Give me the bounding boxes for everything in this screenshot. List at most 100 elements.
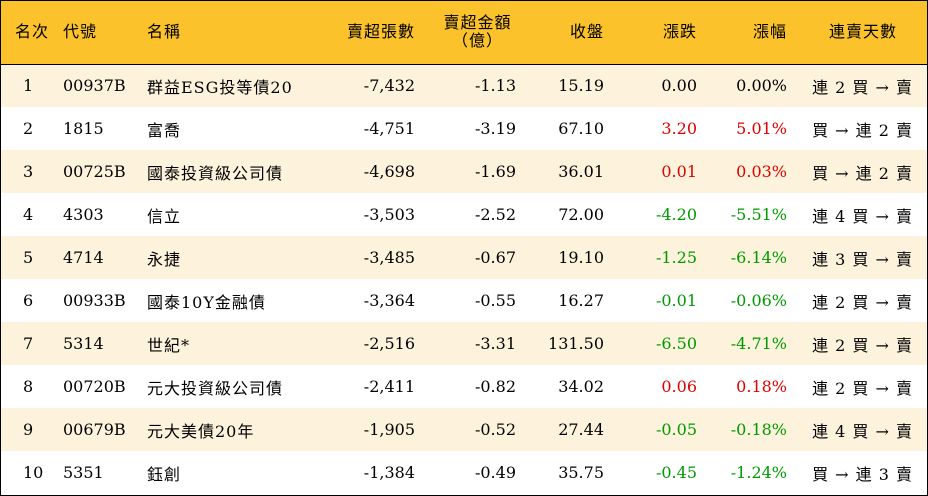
rank-cell: 5 (23, 248, 34, 267)
consecutive-days-cell: 買 → 連 2 賣 (812, 163, 913, 183)
table-row[interactable]: 9 00679B 元大美債20年 -1,905 -0.52 27.44 -0.05 -0.18… (1, 408, 927, 451)
close-cell: 19.10 (558, 248, 604, 267)
table-header: 名次 代號 名稱 賣超張數 賣超金額 （億） 收盤 漲跌 漲幅 連賣天數 (1, 1, 927, 65)
close-cell: 16.27 (558, 291, 604, 310)
rank-cell: 9 (23, 420, 34, 439)
header-net-sell-lots: 賣超張數 (327, 1, 427, 65)
close-cell: 131.50 (548, 334, 604, 353)
net-sell-amount-cell: -2.52 (474, 205, 516, 224)
change-cell: -0.01 (655, 291, 697, 310)
net-sell-amount-cell: -0.82 (474, 377, 516, 396)
consecutive-days-cell: 連 4 買 → 賣 (812, 421, 913, 441)
net-sell-lots-cell: -2,411 (363, 377, 415, 396)
table-row[interactable]: 6 00933B 國泰10Y金融債 -3,364 -0.55 16.27 -0.01 -0.0… (1, 279, 927, 322)
rank-cell: 2 (23, 119, 34, 138)
close-cell: 36.01 (558, 162, 604, 181)
net-sell-lots-cell: -4,698 (363, 162, 415, 181)
name-cell: 元大美債20年 (147, 421, 255, 441)
net-sell-amount-cell: -1.13 (474, 76, 516, 96)
name-cell: 信立 (147, 206, 182, 226)
net-sell-lots-cell: -1,905 (363, 420, 415, 439)
name-cell: 群益ESG投等債20 (147, 77, 293, 97)
change-cell: 0.01 (661, 162, 697, 181)
rank-cell: 3 (23, 162, 34, 181)
header-rank: 名次 (1, 1, 63, 65)
code-cell: 00933B (63, 291, 126, 310)
code-cell: 5351 (63, 463, 104, 482)
name-cell: 鈺創 (147, 464, 182, 484)
name-cell: 富喬 (147, 120, 182, 140)
net-sell-lots-cell: -3,364 (363, 291, 415, 310)
change-pct-cell: 0.18% (736, 377, 787, 396)
code-cell: 00937B (63, 76, 126, 96)
rank-cell: 1 (23, 76, 34, 96)
net-sell-amount-cell: -0.49 (474, 463, 516, 482)
table-row[interactable]: 5 4714 永捷 -3,485 -0.67 19.10 -1.25 -6.14% 連 3 買 … (1, 236, 927, 279)
table-body: 1 00937B 群益ESG投等債20 -7,432 -1.13 15.19 0.00 0.0… (1, 64, 927, 494)
change-cell: -0.05 (655, 420, 697, 439)
table-row[interactable]: 1 00937B 群益ESG投等債20 -7,432 -1.13 15.19 0.00 0.0… (1, 64, 927, 107)
net-sell-lots-cell: -4,751 (363, 119, 415, 138)
consecutive-days-cell: 買 → 連 2 賣 (812, 120, 913, 140)
net-sell-amount-cell: -0.67 (474, 248, 516, 267)
table-row[interactable]: 3 00725B 國泰投資級公司債 -4,698 -1.69 36.01 0.01 0.03%… (1, 150, 927, 193)
change-pct-cell: 0.00% (736, 76, 787, 96)
header-net-sell-amount-unit: （億） (451, 31, 503, 51)
name-cell: 國泰10Y金融債 (147, 292, 266, 312)
consecutive-days-cell: 連 3 買 → 賣 (812, 249, 913, 269)
consecutive-days-cell: 買 → 連 3 賣 (812, 464, 913, 484)
change-cell: -1.25 (655, 248, 697, 267)
name-cell: 世紀* (147, 335, 191, 355)
change-pct-cell: -1.24% (730, 463, 787, 482)
name-cell: 元大投資級公司債 (147, 378, 284, 398)
rank-cell: 8 (23, 377, 34, 396)
change-pct-cell: -4.71% (730, 334, 787, 353)
code-cell: 00720B (63, 377, 126, 396)
close-cell: 67.10 (558, 119, 604, 138)
code-cell: 00725B (63, 162, 126, 181)
consecutive-days-cell: 連 4 買 → 賣 (812, 206, 913, 226)
header-net-sell-amount-line1: 賣超金額 (443, 13, 512, 33)
close-cell: 72.00 (558, 205, 604, 224)
name-cell: 永捷 (147, 249, 182, 269)
close-cell: 15.19 (558, 76, 604, 96)
header-net-sell-amount: 賣超金額 （億） (427, 1, 528, 65)
net-sell-amount-cell: -3.19 (474, 119, 516, 138)
code-cell: 1815 (63, 119, 104, 138)
change-pct-cell: -0.06% (730, 291, 787, 310)
header-code: 代號 (63, 1, 147, 65)
header-consecutive-days: 連賣天數 (799, 1, 927, 65)
change-cell: -4.20 (655, 205, 697, 224)
net-sell-amount-cell: -0.55 (474, 291, 516, 310)
net-sell-lots-cell: -7,432 (363, 76, 415, 96)
table-row[interactable]: 8 00720B 元大投資級公司債 -2,411 -0.82 34.02 0.06 0.18%… (1, 365, 927, 408)
change-pct-cell: 0.03% (736, 162, 787, 181)
table-row[interactable]: 7 5314 世紀* -2,516 -3.31 131.50 -6.50 -4.71% 連 2 … (1, 322, 927, 365)
change-cell: -6.50 (655, 334, 697, 353)
name-cell: 國泰投資級公司債 (147, 163, 284, 183)
change-cell: 0.06 (661, 377, 697, 396)
rank-cell: 10 (23, 463, 44, 482)
net-sell-lots-cell: -1,384 (363, 463, 415, 482)
code-cell: 4303 (63, 205, 104, 224)
rank-cell: 4 (23, 205, 34, 224)
change-pct-cell: -6.14% (730, 248, 787, 267)
rank-cell: 7 (23, 334, 34, 353)
table-row[interactable]: 2 1815 富喬 -4,751 -3.19 67.10 3.20 5.01% 買 → 連 2 … (1, 107, 927, 150)
change-cell: 3.20 (661, 119, 697, 138)
net-sell-lots-cell: -3,503 (363, 205, 415, 224)
change-cell: -0.45 (655, 463, 697, 482)
header-name: 名稱 (147, 1, 327, 65)
consecutive-days-cell: 連 2 買 → 賣 (812, 378, 913, 398)
consecutive-days-cell: 連 2 買 → 賣 (812, 335, 913, 355)
header-close: 收盤 (528, 1, 616, 65)
net-sell-amount-cell: -1.69 (474, 162, 516, 181)
close-cell: 27.44 (558, 420, 604, 439)
table-row[interactable]: 10 5351 鈺創 -1,384 -0.49 35.75 -0.45 -1.24% 買 → 連… (1, 451, 927, 494)
table-row[interactable]: 4 4303 信立 -3,503 -2.52 72.00 -4.20 -5.51% 連 4 買 … (1, 193, 927, 236)
close-cell: 35.75 (558, 463, 604, 482)
rank-cell: 6 (23, 291, 34, 310)
code-cell: 4714 (63, 248, 104, 267)
